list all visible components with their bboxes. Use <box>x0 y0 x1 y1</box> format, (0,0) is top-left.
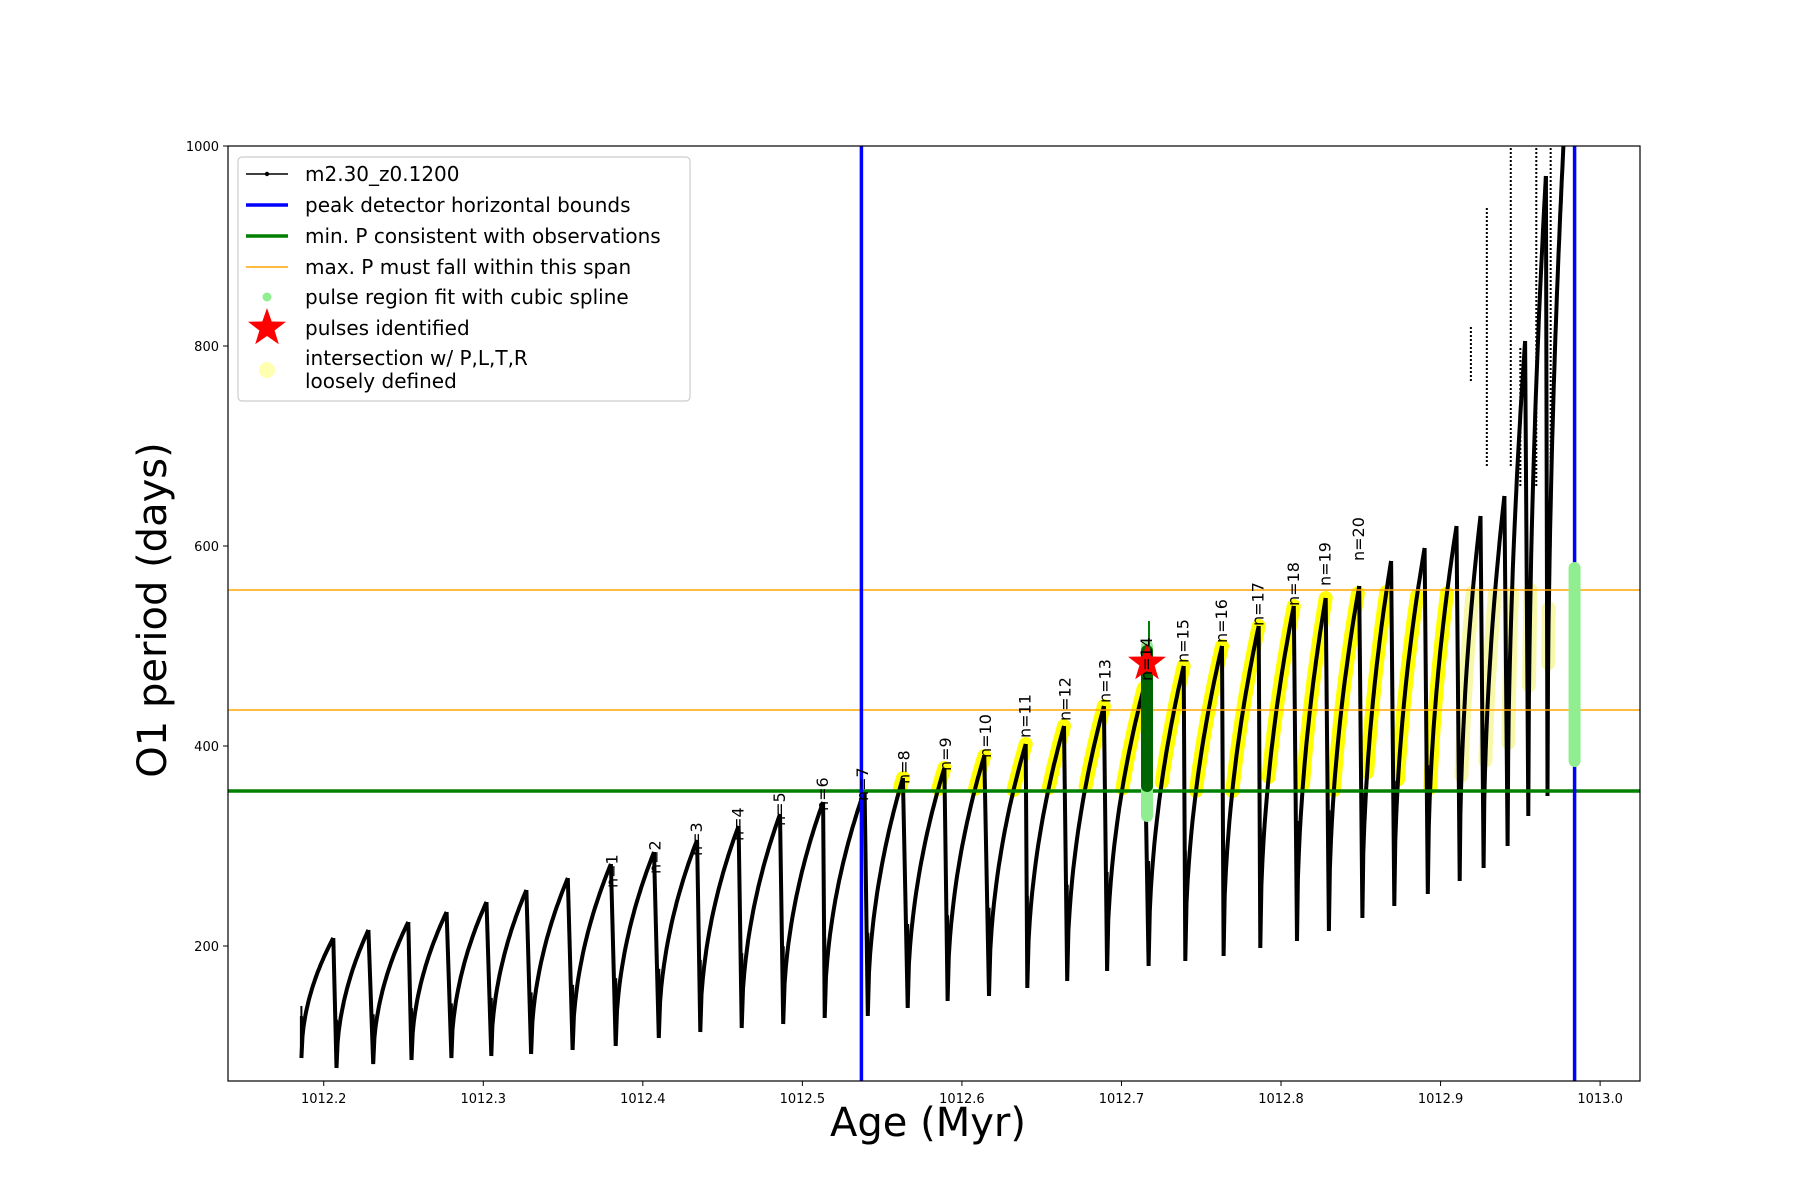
plot-frame <box>227 145 1641 1082</box>
pulse-label: n=18 <box>1284 562 1303 606</box>
pulse-label: n=5 <box>770 792 789 826</box>
track-series <box>299 146 1566 1069</box>
pulse-label: n=11 <box>1016 694 1035 738</box>
track-pulse <box>565 863 613 1051</box>
pulse-label: n=8 <box>895 750 914 784</box>
x-axis-title: Age (Myr) <box>830 1100 1026 1146</box>
track-pulse <box>299 937 336 1059</box>
pulse-label: n=6 <box>813 777 832 811</box>
pulse-star-marker <box>1128 643 1166 680</box>
legend-label: min. P consistent with observations <box>305 224 661 248</box>
pulse-label: n=9 <box>936 737 955 771</box>
legend-label: m2.30_z0.1200 <box>305 162 460 186</box>
pulse-label: n=14 <box>1137 637 1156 681</box>
x-tick-label: 1012.6 <box>939 1092 985 1107</box>
y-tick-label: 800 <box>194 340 219 355</box>
legend-label-line2: loosely defined <box>305 369 457 393</box>
x-tick-label: 1012.2 <box>301 1092 347 1107</box>
pulse-label: n=12 <box>1056 677 1075 721</box>
legend-label: max. P must fall within this span <box>305 255 631 279</box>
track-pulse <box>821 789 867 1019</box>
x-tick-label: 1012.4 <box>620 1092 666 1107</box>
pulse-label: n=19 <box>1316 542 1335 586</box>
legend-entry: m2.30_z0.1200 <box>246 162 460 186</box>
axes: 1012.2 1012.3 1012.4 1012.5 1012.6 1012.7 1012… <box>186 140 1641 1107</box>
pulse-label: n=4 <box>729 807 748 841</box>
pulse-label: n=16 <box>1212 599 1231 643</box>
pulse-label: n=17 <box>1249 582 1268 626</box>
x-tick-label: 1012.5 <box>780 1092 826 1107</box>
track-pulse <box>331 929 371 1069</box>
x-tick-label: 1013.0 <box>1577 1092 1623 1107</box>
legend-entry: pulses identified <box>248 308 470 345</box>
legend-label: intersection w/ P,L,T,R <box>305 346 528 370</box>
spline-fit-regions <box>1140 562 1581 822</box>
legend-label: peak detector horizontal bounds <box>305 193 631 217</box>
legend-entry: min. P consistent with observations <box>246 224 661 248</box>
legend-label: pulses identified <box>305 316 470 340</box>
pulse-labels: n=1 n=2 n=3 n=4 n=5 n=6 n=7 n=8 n=9 n=10 n=11 n=12 n… <box>603 517 1369 888</box>
legend-entry: max. P must fall within this span <box>246 255 631 279</box>
pulse-label: n=2 <box>646 840 665 874</box>
legend-label: pulse region fit with cubic spline <box>305 285 629 309</box>
pulse-label: n=15 <box>1174 619 1193 663</box>
y-tick-label: 1000 <box>186 140 219 155</box>
pulse-label: n=7 <box>853 767 872 801</box>
track-pulse <box>778 801 825 1025</box>
pulse-label: n=1 <box>603 854 622 888</box>
y-axis-title: O1 period (days) <box>130 442 176 777</box>
plot-area <box>228 146 1640 1081</box>
y-tick-label: 200 <box>194 940 219 955</box>
legend-swatch <box>262 292 272 302</box>
track-pulse <box>406 911 449 1061</box>
x-tick-label: 1012.7 <box>1099 1092 1145 1107</box>
track-pulse <box>862 777 905 1017</box>
legend-entry: peak detector horizontal bounds <box>246 193 631 217</box>
y-tick-label: 600 <box>194 540 219 555</box>
pulse-label: n=3 <box>687 822 706 856</box>
legend-swatch <box>248 308 286 345</box>
legend-box <box>237 156 691 402</box>
x-tick-label: 1012.3 <box>461 1092 507 1107</box>
track-pulse <box>736 813 782 1029</box>
legend-entry: pulse region fit with cubic spline <box>262 285 629 309</box>
legend-swatch <box>259 362 275 378</box>
x-tick-label: 1012.8 <box>1258 1092 1304 1107</box>
x-tick-label: 1012.9 <box>1418 1092 1464 1107</box>
pulse-label: n=10 <box>976 714 995 758</box>
y-tick-label: 400 <box>194 740 219 755</box>
pulse-label: n=20 <box>1349 517 1368 561</box>
pulse-label: n=13 <box>1096 659 1115 703</box>
legend-marker <box>264 171 270 177</box>
